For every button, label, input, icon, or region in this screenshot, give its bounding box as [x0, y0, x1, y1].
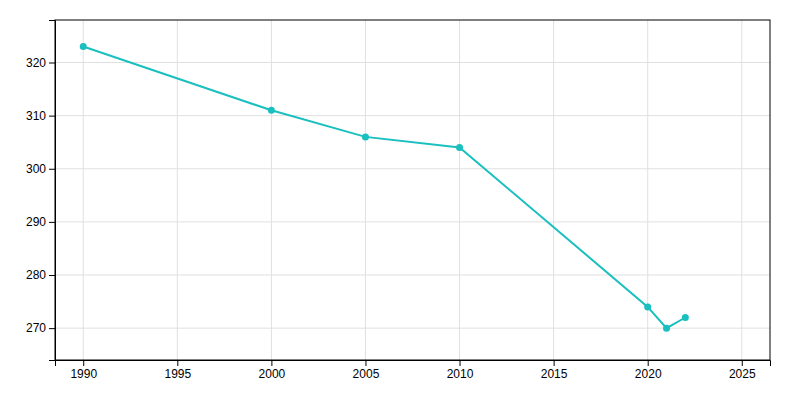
y-grid-line	[55, 328, 770, 329]
x-grid-line	[83, 20, 84, 360]
marker	[682, 314, 689, 321]
y-tick-mark	[49, 275, 55, 276]
chart: 1990 1995 2000 2005 2010 2015 2020 2025 270 280 29…	[0, 0, 800, 400]
marker	[362, 133, 369, 140]
y-tick-label: 300	[26, 162, 46, 176]
y-tick-mark	[49, 63, 55, 64]
x-tick: 1990	[70, 360, 97, 381]
x-axis: 1990 1995 2000 2005 2010 2015 2020 2025	[56, 360, 771, 381]
marker	[663, 325, 670, 332]
x-tick-mark	[177, 360, 178, 366]
x-tick: 2010	[447, 360, 474, 381]
x-grid-line	[459, 20, 460, 360]
y-tick-mark	[49, 328, 55, 329]
y-axis: 270 280 290 300 310 320	[26, 21, 56, 361]
x-axis-line	[56, 361, 771, 367]
grid	[55, 20, 770, 360]
y-tick-label: 280	[26, 268, 46, 282]
plot: 1990 1995 2000 2005 2010 2015 2020 2025 270 280 29…	[26, 20, 771, 381]
x-tick-mark	[460, 360, 461, 366]
y-tick: 290	[26, 215, 55, 229]
x-grid-line	[271, 20, 272, 360]
x-tick-mark	[365, 360, 366, 366]
x-tick-mark	[83, 360, 84, 366]
x-tick: 2020	[635, 360, 662, 381]
marker	[644, 303, 651, 310]
marker	[268, 107, 275, 114]
x-tick: 2025	[729, 360, 756, 381]
y-tick-label: 310	[26, 109, 46, 123]
x-tick: 2005	[353, 360, 380, 381]
x-tick-label: 2020	[635, 367, 662, 381]
x-tick-label: 2010	[447, 367, 474, 381]
x-tick: 1995	[164, 360, 191, 381]
y-tick-label: 320	[26, 56, 46, 70]
x-grid-line	[177, 20, 178, 360]
x-grid-line	[365, 20, 366, 360]
x-tick-label: 2015	[541, 367, 568, 381]
y-tick-mark	[49, 222, 55, 223]
x-tick-mark	[554, 360, 555, 366]
x-tick-label: 2005	[353, 367, 380, 381]
y-tick: 270	[26, 321, 55, 335]
marker	[456, 144, 463, 151]
x-tick-label: 1995	[164, 367, 191, 381]
x-tick: 2000	[259, 360, 286, 381]
y-tick-mark	[49, 169, 55, 170]
marker	[80, 43, 87, 50]
x-grid-line	[553, 20, 554, 360]
x-tick-mark	[648, 360, 649, 366]
y-grid-line	[55, 62, 770, 63]
x-tick-label: 1990	[70, 367, 97, 381]
x-tick: 2015	[541, 360, 568, 381]
y-grid-line	[55, 221, 770, 222]
plot-frame	[55, 20, 770, 360]
line	[83, 47, 685, 329]
marks	[80, 43, 689, 332]
y-tick: 310	[26, 109, 55, 123]
y-tick: 280	[26, 268, 55, 282]
x-tick-label: 2000	[259, 367, 286, 381]
y-axis-line	[49, 21, 56, 361]
y-grid-line	[55, 115, 770, 116]
y-tick-mark	[49, 116, 55, 117]
x-grid-line	[741, 20, 742, 360]
y-grid-line	[55, 168, 770, 169]
y-tick-label: 290	[26, 215, 46, 229]
x-tick-mark	[742, 360, 743, 366]
y-grid-line	[55, 275, 770, 276]
x-tick-mark	[271, 360, 272, 366]
y-tick: 300	[26, 162, 55, 176]
x-tick-label: 2025	[729, 367, 756, 381]
y-tick: 320	[26, 56, 55, 70]
y-tick-label: 270	[26, 321, 46, 335]
